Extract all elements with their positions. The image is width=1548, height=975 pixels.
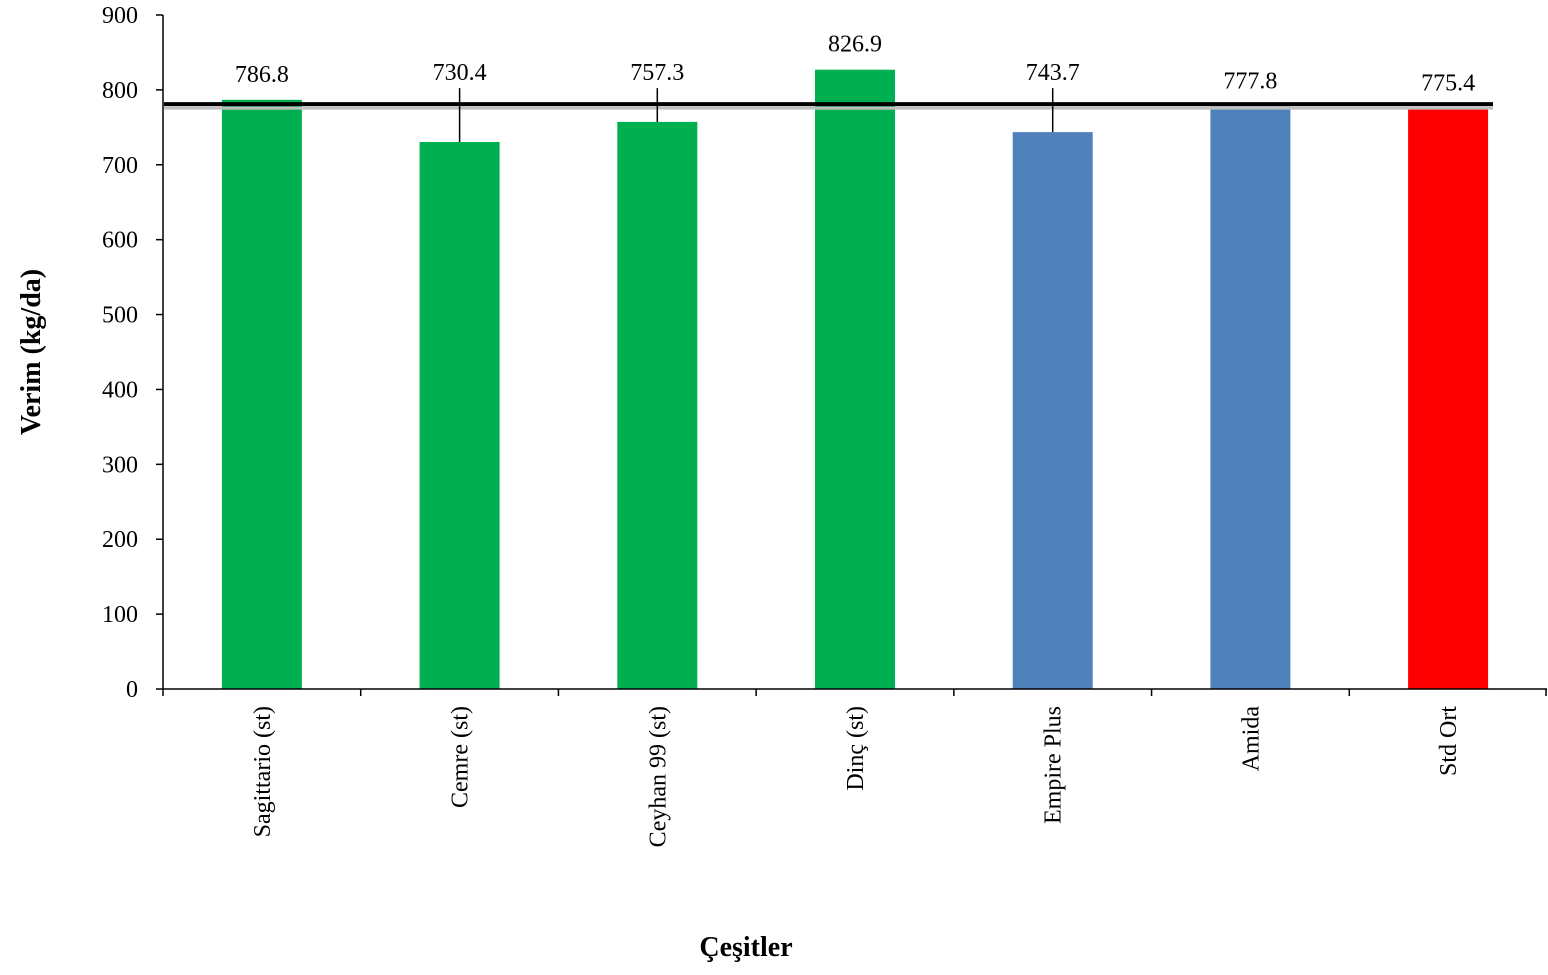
x-tick-label: Std Ort bbox=[1436, 706, 1462, 776]
y-tick-label: 300 bbox=[102, 452, 138, 478]
x-axis-title: Çeşitler bbox=[699, 932, 792, 963]
bar bbox=[221, 99, 302, 690]
data-label: 826.9 bbox=[828, 32, 882, 58]
y-tick-label: 200 bbox=[102, 527, 138, 553]
data-label: 757.3 bbox=[630, 60, 684, 86]
bar bbox=[617, 121, 698, 689]
y-axis-title: Verim (kg/da) bbox=[16, 269, 47, 435]
x-tick-label: Sagittario (st) bbox=[250, 706, 276, 837]
label-leaders-layer bbox=[458, 88, 1054, 142]
bar bbox=[1210, 106, 1291, 689]
y-tick-label: 600 bbox=[102, 228, 138, 254]
y-tick-label: 0 bbox=[126, 677, 138, 703]
x-tick-label: Dinç (st) bbox=[843, 706, 869, 791]
x-tick-label: Cemre (st) bbox=[448, 706, 474, 808]
bars-layer bbox=[221, 69, 1489, 690]
y-tick-label: 500 bbox=[102, 303, 138, 329]
data-label: 743.7 bbox=[1026, 60, 1080, 86]
y-tick-label: 800 bbox=[102, 78, 138, 104]
data-label: 730.4 bbox=[433, 60, 487, 86]
y-tick-label: 700 bbox=[102, 153, 138, 179]
data-label: 775.4 bbox=[1421, 70, 1475, 96]
y-tick-label: 900 bbox=[102, 3, 138, 29]
reference-line-layer bbox=[164, 102, 1493, 110]
x-tick-label: Empire Plus bbox=[1041, 706, 1067, 824]
x-tick-label: Amida bbox=[1238, 706, 1264, 772]
y-tick-label: 100 bbox=[102, 602, 138, 628]
data-label: 777.8 bbox=[1223, 69, 1277, 95]
data-label: 786.8 bbox=[235, 62, 289, 88]
bar bbox=[419, 142, 500, 689]
axes-layer: Sagittario (st) Cemre (st) Ceyhan 99 (st) D… bbox=[102, 3, 1547, 847]
y-tick-label: 400 bbox=[102, 377, 138, 403]
x-tick-label: Ceyhan 99 (st) bbox=[645, 706, 671, 847]
bar bbox=[815, 69, 895, 689]
bar bbox=[1012, 132, 1093, 690]
data-labels-layer: 786.8 730.4 757.3 826.9 743.7 777.8 775.4 bbox=[235, 32, 1475, 97]
bar bbox=[1408, 108, 1489, 690]
